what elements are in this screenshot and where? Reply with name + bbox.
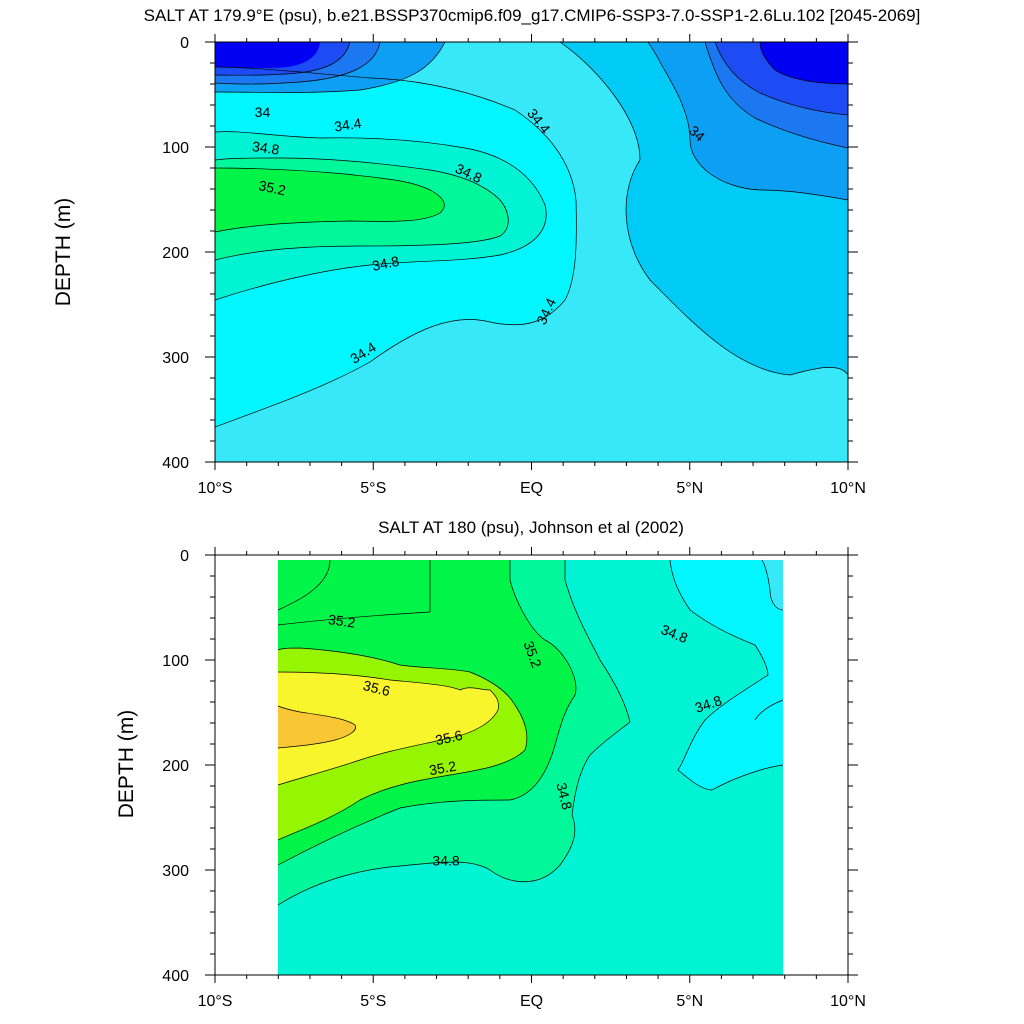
top-y-tick-label: 100 xyxy=(162,140,189,157)
top-x-tick-label: 5°S xyxy=(360,480,386,497)
band-35-2 xyxy=(215,168,445,232)
bottom-contour-label: 35.6 xyxy=(434,727,464,748)
bottom-contour-fill: 35.235.635.635.235.234.834.834.834.8 xyxy=(277,559,784,975)
bottom-contour-label: 35.6 xyxy=(362,677,393,699)
band-35-8 xyxy=(278,706,356,748)
top-contour-label: 34.4 xyxy=(333,115,362,135)
bottom-panel-title: SALT AT 180 (psu), Johnson et al (2002) xyxy=(378,518,684,537)
top-panel: SALT AT 179.9°E (psu), b.e21.BSSP370cmip… xyxy=(52,6,920,497)
top-x-tick-label: 5°N xyxy=(676,480,703,497)
bottom-axes: 10°S 5°S EQ 5°N 10°N 0 100 200 300 400 xyxy=(162,547,866,1010)
bottom-panel: SALT AT 180 (psu), Johnson et al (2002) xyxy=(115,518,866,1010)
band-35-6 xyxy=(278,672,499,785)
bottom-x-tick-label: 5°S xyxy=(360,993,386,1010)
top-x-tick-label: 10°N xyxy=(830,480,866,497)
top-contour-label: 34.8 xyxy=(371,253,401,274)
bottom-y-tick-label: 300 xyxy=(162,863,189,880)
bottom-x-tick-label: 5°N xyxy=(676,993,703,1010)
top-contour-lines xyxy=(215,42,848,428)
band-34-4 xyxy=(762,560,783,610)
top-contour-label: 34.8 xyxy=(251,138,280,158)
top-y-tick-label: 400 xyxy=(162,455,189,472)
top-y-tick-label: 0 xyxy=(180,35,189,52)
top-contour-label: 35.2 xyxy=(257,177,287,198)
top-contour-label: 34 xyxy=(255,104,271,120)
bottom-contour-label: 35.2 xyxy=(327,611,356,631)
top-y-axis-label: DEPTH (m) xyxy=(52,198,75,307)
bottom-y-tick-label: 100 xyxy=(162,653,189,670)
bottom-contour-label: 34.8 xyxy=(432,852,459,868)
bottom-contour-lines xyxy=(277,559,784,906)
bottom-contour-label: 35.2 xyxy=(428,758,458,779)
bottom-contour-label: 34.8 xyxy=(553,781,575,812)
bottom-y-tick-label: 0 xyxy=(180,548,189,565)
top-panel-title: SALT AT 179.9°E (psu), b.e21.BSSP370cmip… xyxy=(144,6,921,25)
bottom-x-tick-label: 10°S xyxy=(198,993,233,1010)
band-lt33-6-left xyxy=(215,42,320,68)
top-x-tick-label: 10°S xyxy=(198,480,233,497)
top-x-tick-label: EQ xyxy=(520,480,543,497)
top-y-tick-label: 200 xyxy=(162,245,189,262)
band-34-6 xyxy=(670,560,783,790)
bottom-y-tick-label: 400 xyxy=(162,968,189,985)
top-axes: 10°S 5°S EQ 5°N 10°N 0 100 200 300 400 xyxy=(162,34,866,497)
bottom-y-axis-label: DEPTH (m) xyxy=(115,710,138,819)
bottom-contour-labels: 35.235.635.635.235.234.834.834.834.8 xyxy=(327,611,724,868)
bottom-y-tick-label: 200 xyxy=(162,758,189,775)
bottom-x-tick-label: 10°N xyxy=(830,993,866,1010)
top-y-tick-label: 300 xyxy=(162,350,189,367)
bottom-x-tick-label: EQ xyxy=(520,993,543,1010)
